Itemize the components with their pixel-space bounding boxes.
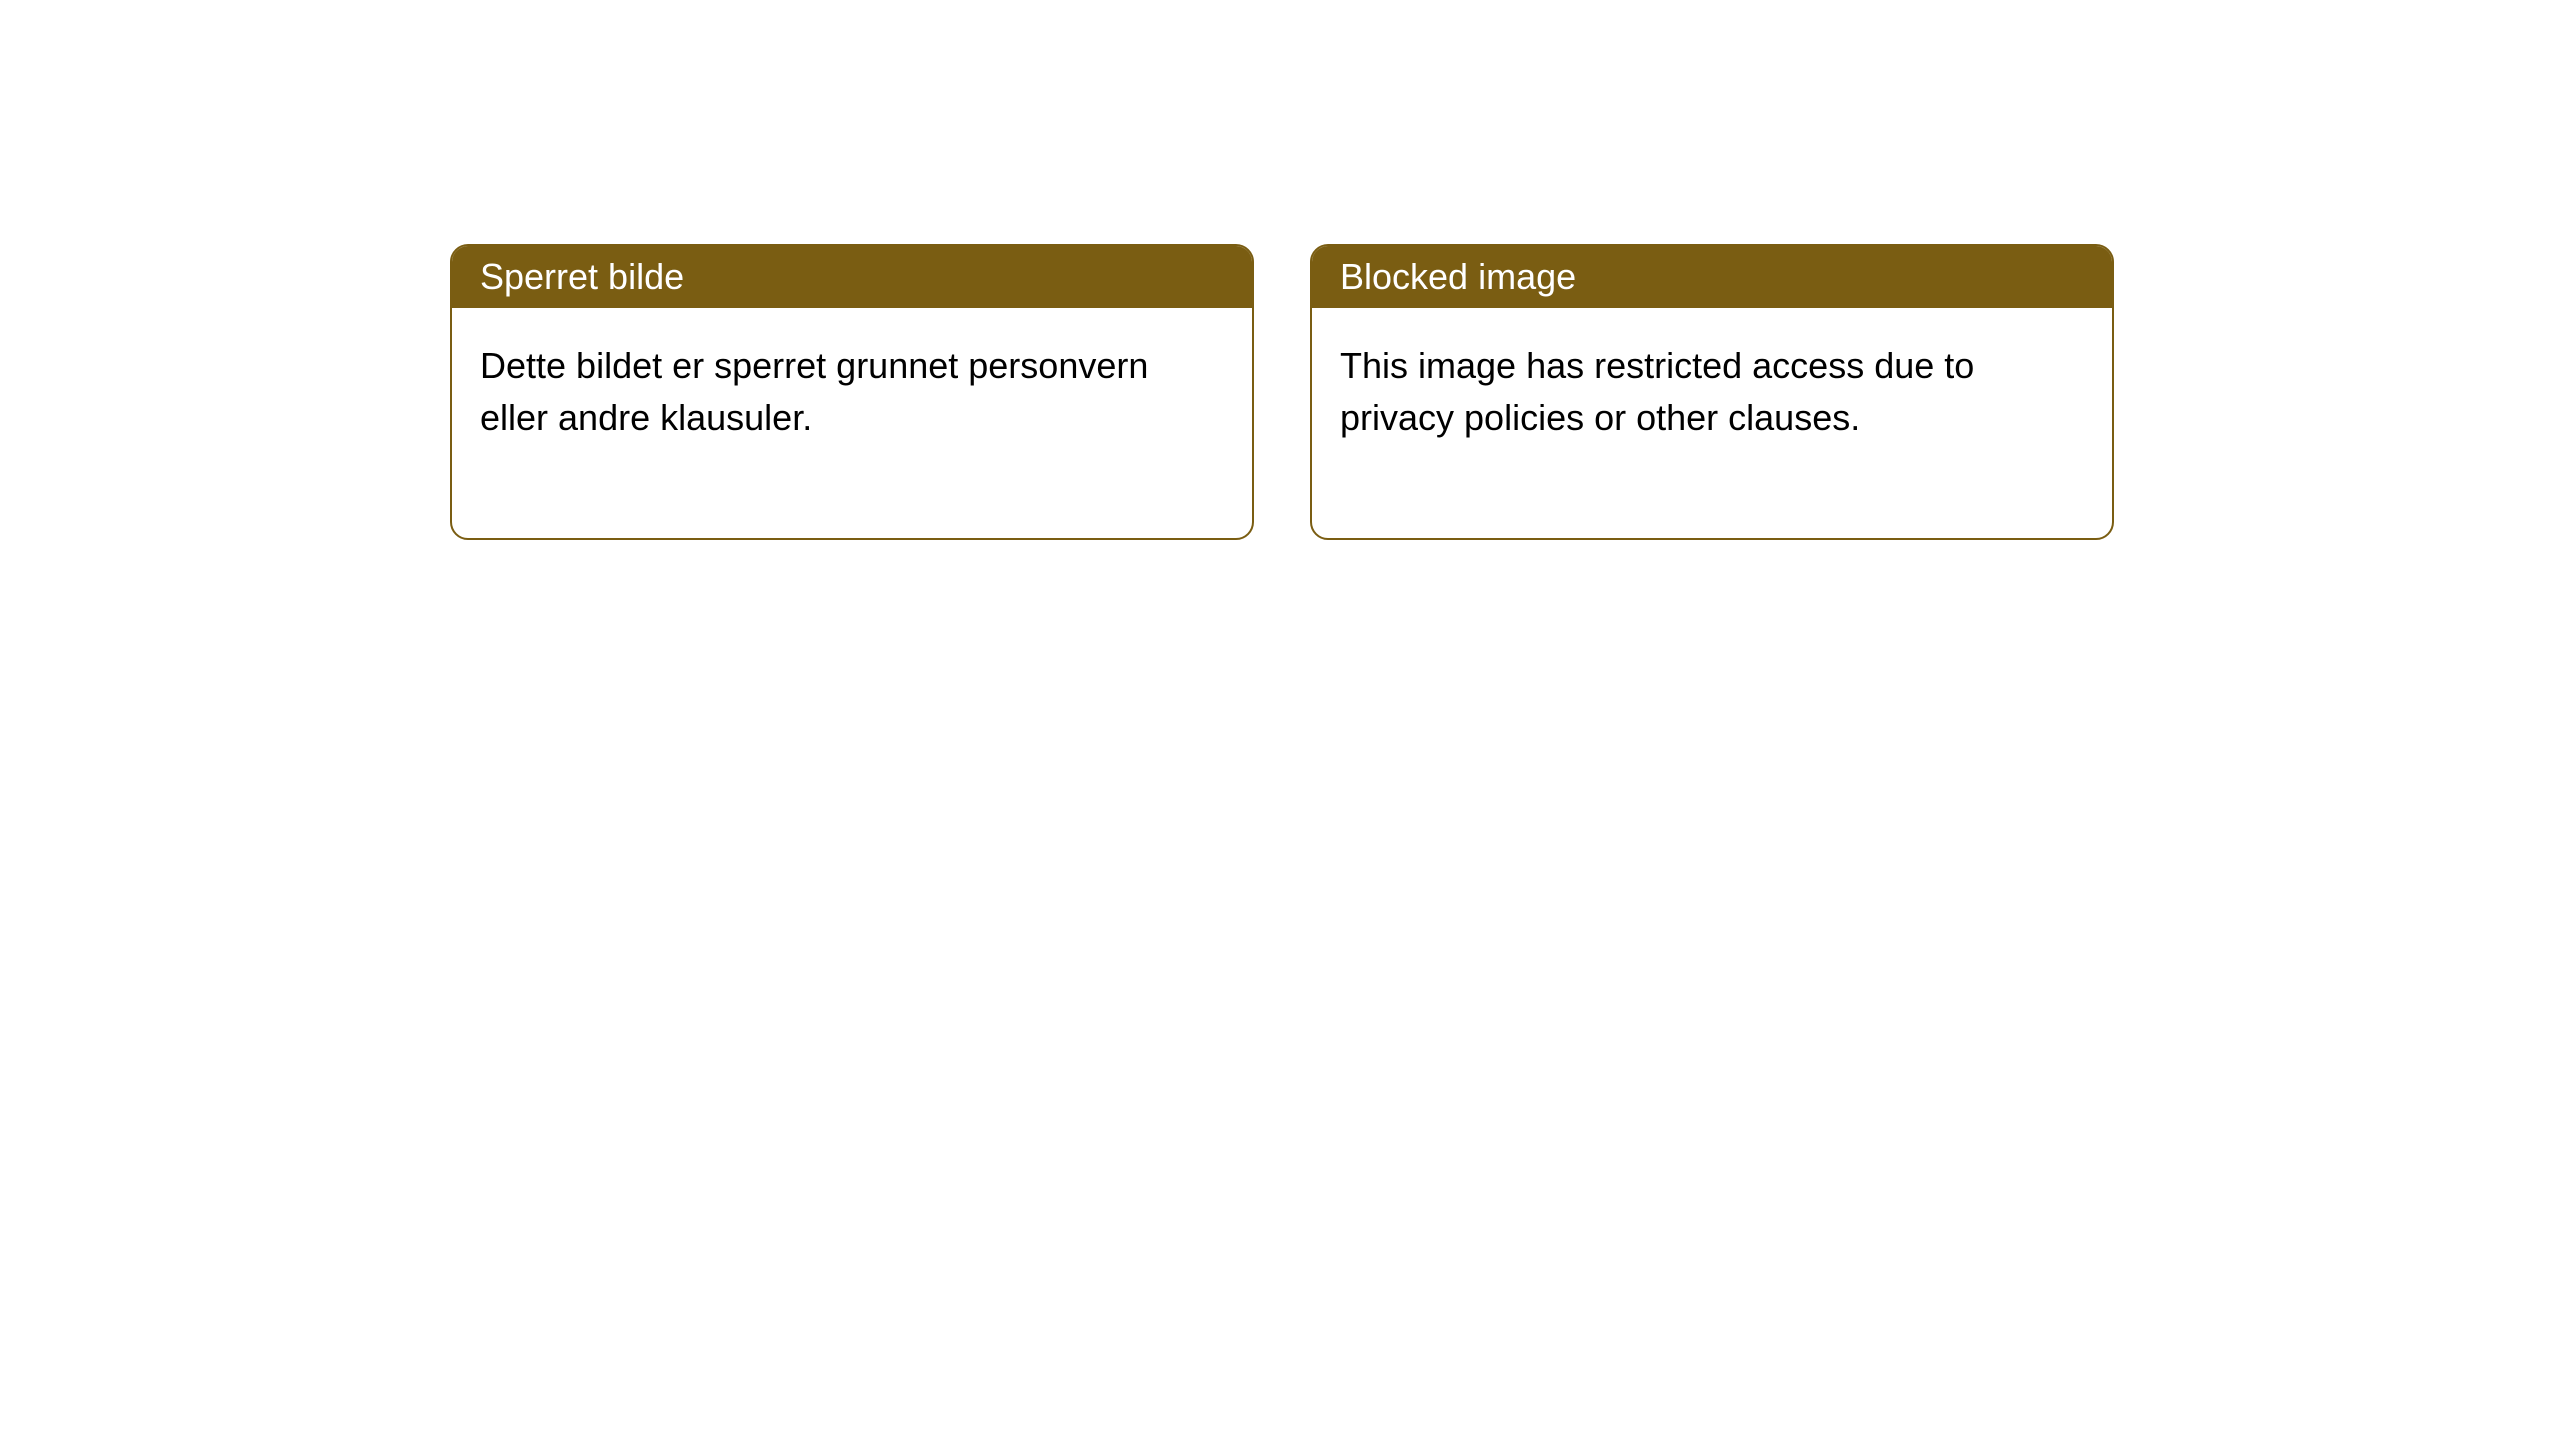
- card-header: Blocked image: [1312, 246, 2112, 308]
- notice-container: Sperret bilde Dette bildet er sperret gr…: [0, 0, 2560, 540]
- notice-card-norwegian: Sperret bilde Dette bildet er sperret gr…: [450, 244, 1254, 540]
- card-title: Sperret bilde: [480, 256, 684, 297]
- card-body-text: This image has restricted access due to …: [1340, 345, 1974, 438]
- card-body: This image has restricted access due to …: [1312, 308, 2112, 538]
- card-header: Sperret bilde: [452, 246, 1252, 308]
- card-title: Blocked image: [1340, 256, 1576, 297]
- card-body-text: Dette bildet er sperret grunnet personve…: [480, 345, 1148, 438]
- notice-card-english: Blocked image This image has restricted …: [1310, 244, 2114, 540]
- card-body: Dette bildet er sperret grunnet personve…: [452, 308, 1252, 538]
